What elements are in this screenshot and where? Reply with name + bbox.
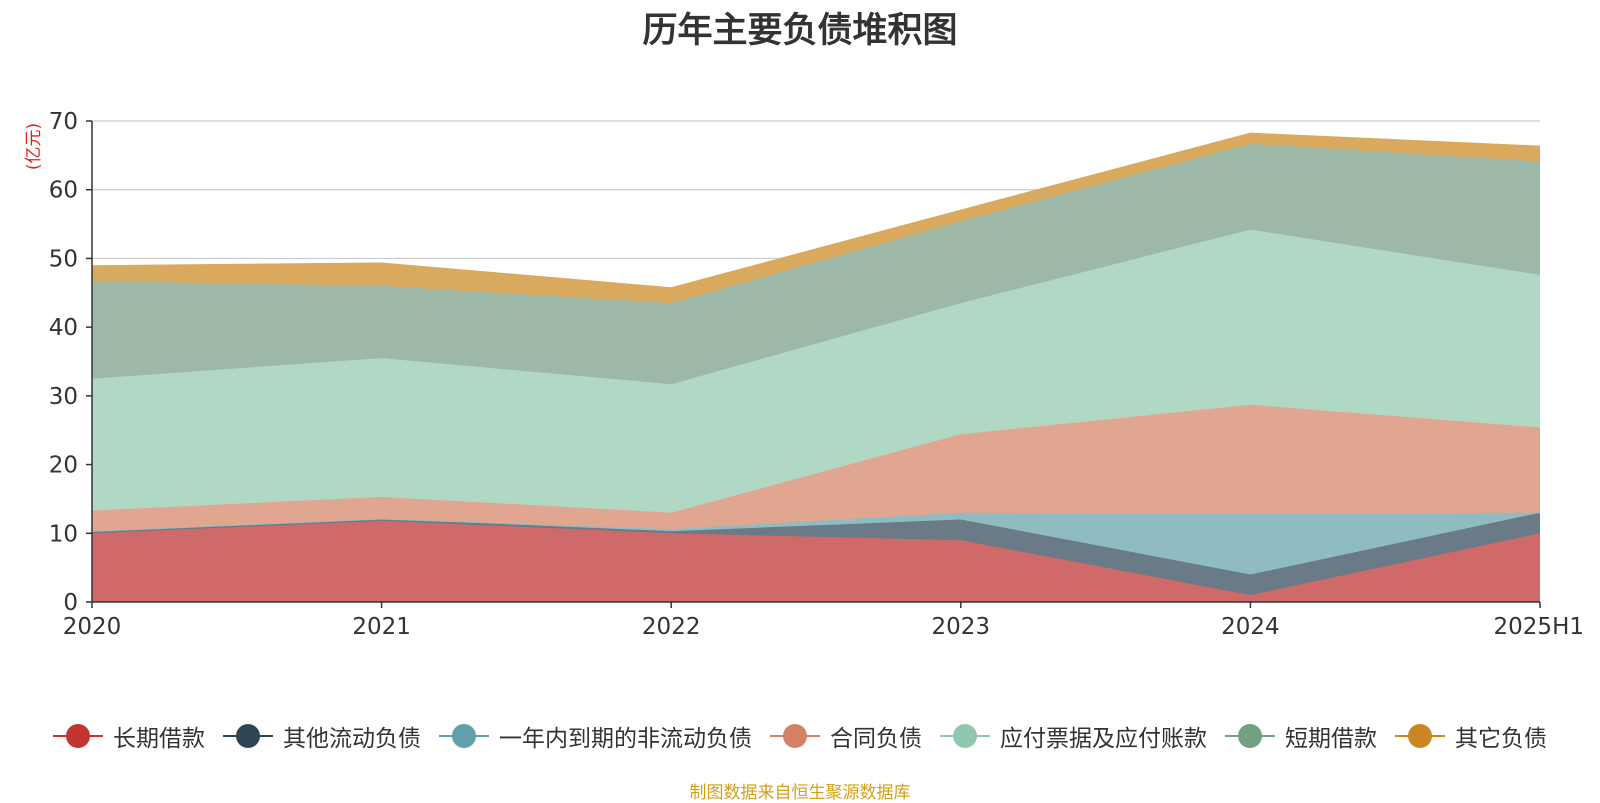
x-tick-label-0: 2020 [63, 614, 122, 640]
area-series-6 [92, 133, 1540, 304]
legend-marker-2 [439, 724, 489, 748]
area-edge-5 [91, 142, 1541, 304]
legend-marker-3 [770, 724, 820, 748]
x-tick-label-2: 2022 [642, 614, 701, 640]
area-series-1 [92, 512, 1540, 596]
legend-item-6[interactable]: 其它负债 [1395, 719, 1547, 753]
area-series-2 [92, 512, 1540, 575]
legend-label-4: 应付票据及应付账款 [1000, 726, 1207, 752]
legend-item-0[interactable]: 长期借款 [53, 719, 205, 753]
legend-item-1[interactable]: 其他流动负债 [223, 719, 421, 753]
legend-item-3[interactable]: 合同负债 [770, 719, 922, 753]
legend-label-5: 短期借款 [1285, 726, 1377, 752]
y-tick-label-70: 70 [49, 109, 78, 135]
y-tick-label-30: 30 [49, 384, 78, 410]
legend-label-6: 其它负债 [1455, 726, 1547, 752]
legend-marker-1 [223, 724, 273, 748]
legend-marker-5 [1225, 724, 1275, 748]
axes: 0 10 20 30 40 50 60 70 2020 2021 2022 2023 2024 2025H… [49, 109, 1584, 640]
x-tick-label-4: 2024 [1221, 614, 1280, 640]
area-edge-6 [91, 132, 1541, 289]
source-note: 制图数据来自恒生聚源数据库 [689, 783, 911, 803]
y-tick-label-10: 10 [49, 521, 78, 547]
x-tick-label-3: 2023 [932, 614, 991, 640]
legend-label-2: 一年内到期的非流动负债 [499, 726, 752, 752]
x-tick-label-5: 2025H1 [1494, 614, 1584, 640]
legend: 长期借款 其他流动负债 一年内到期的非流动负债 合同负债 应付票据及应付账款 短期借款 其它… [0, 718, 1600, 754]
legend-item-5[interactable]: 短期借款 [1225, 719, 1377, 753]
area-series-3 [92, 404, 1540, 532]
legend-marker-4 [940, 724, 990, 748]
y-tick-label-50: 50 [49, 246, 78, 272]
y-tick-label-0: 0 [63, 590, 78, 616]
legend-marker-0 [53, 724, 103, 748]
area-layer [91, 132, 1541, 602]
y-tick-label-20: 20 [49, 453, 78, 479]
chart-title: 历年主要负债堆积图 [642, 11, 958, 51]
legend-label-0: 长期借款 [113, 726, 205, 752]
x-tick-label-1: 2021 [352, 614, 411, 640]
y-tick-label-60: 60 [49, 178, 78, 204]
legend-item-4[interactable]: 应付票据及应付账款 [940, 719, 1207, 753]
y-tick-label-40: 40 [49, 315, 78, 341]
legend-marker-6 [1395, 724, 1445, 748]
legend-label-3: 合同负债 [830, 726, 922, 752]
area-series-4 [92, 229, 1540, 513]
y-axis-unit: (亿元) [24, 122, 45, 171]
legend-label-1: 其他流动负债 [283, 726, 421, 752]
legend-item-2[interactable]: 一年内到期的非流动负债 [439, 719, 752, 753]
area-series-5 [92, 143, 1540, 385]
